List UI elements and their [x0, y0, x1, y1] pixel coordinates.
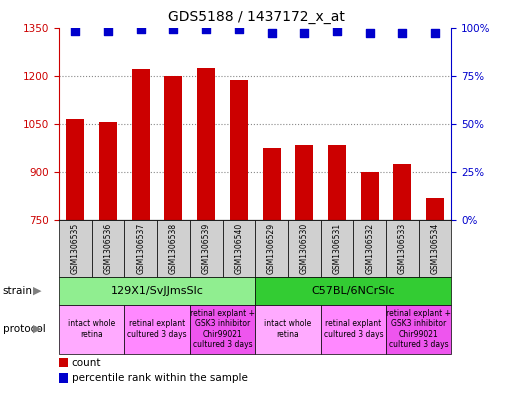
Point — [366, 30, 374, 37]
Point — [71, 28, 80, 35]
Point — [104, 28, 112, 35]
Point — [333, 28, 341, 35]
FancyBboxPatch shape — [124, 305, 190, 354]
Point — [300, 30, 308, 37]
Bar — [295, 145, 313, 220]
FancyBboxPatch shape — [419, 220, 451, 277]
Text: ▶: ▶ — [33, 324, 42, 334]
Text: GSM1306537: GSM1306537 — [136, 223, 145, 274]
Bar — [426, 198, 444, 220]
Point — [398, 30, 406, 37]
FancyBboxPatch shape — [223, 220, 255, 277]
FancyBboxPatch shape — [157, 220, 190, 277]
Bar — [263, 148, 281, 220]
Text: retinal explant +
GSK3 inhibitor
Chir99021
cultured 3 days: retinal explant + GSK3 inhibitor Chir990… — [386, 309, 451, 349]
Text: intact whole
retina: intact whole retina — [68, 320, 115, 339]
FancyBboxPatch shape — [92, 220, 124, 277]
Text: GSM1306530: GSM1306530 — [300, 223, 309, 274]
Text: retinal explant
cultured 3 days: retinal explant cultured 3 days — [324, 320, 383, 339]
Text: GSM1306533: GSM1306533 — [398, 223, 407, 274]
Text: ▶: ▶ — [33, 286, 42, 296]
Bar — [66, 119, 84, 220]
Text: GDS5188 / 1437172_x_at: GDS5188 / 1437172_x_at — [168, 10, 345, 24]
Text: retinal explant +
GSK3 inhibitor
Chir99021
cultured 3 days: retinal explant + GSK3 inhibitor Chir990… — [190, 309, 255, 349]
Text: percentile rank within the sample: percentile rank within the sample — [72, 373, 248, 384]
FancyBboxPatch shape — [190, 305, 255, 354]
Point — [202, 26, 210, 33]
Text: C57BL/6NCrSlc: C57BL/6NCrSlc — [311, 286, 395, 296]
Text: 129X1/SvJJmsSlc: 129X1/SvJJmsSlc — [111, 286, 204, 296]
FancyBboxPatch shape — [124, 220, 157, 277]
Point — [235, 26, 243, 33]
FancyBboxPatch shape — [353, 220, 386, 277]
FancyBboxPatch shape — [321, 305, 386, 354]
Bar — [99, 122, 117, 220]
Bar — [165, 75, 183, 220]
FancyBboxPatch shape — [321, 220, 353, 277]
Text: GSM1306539: GSM1306539 — [202, 223, 211, 274]
Bar — [230, 81, 248, 220]
Bar — [328, 145, 346, 220]
Bar — [361, 172, 379, 220]
Point — [431, 30, 439, 37]
FancyBboxPatch shape — [59, 305, 124, 354]
Text: strain: strain — [3, 286, 32, 296]
Bar — [393, 164, 411, 220]
FancyBboxPatch shape — [288, 220, 321, 277]
Text: protocol: protocol — [3, 324, 45, 334]
Bar — [132, 69, 150, 220]
Text: GSM1306529: GSM1306529 — [267, 223, 276, 274]
FancyBboxPatch shape — [255, 220, 288, 277]
Text: count: count — [72, 358, 102, 368]
Text: GSM1306536: GSM1306536 — [104, 223, 112, 274]
Text: GSM1306534: GSM1306534 — [430, 223, 440, 274]
Bar — [197, 68, 215, 220]
FancyBboxPatch shape — [386, 220, 419, 277]
Text: GSM1306535: GSM1306535 — [71, 223, 80, 274]
Text: GSM1306540: GSM1306540 — [234, 223, 243, 274]
Text: retinal explant
cultured 3 days: retinal explant cultured 3 days — [127, 320, 187, 339]
Text: GSM1306538: GSM1306538 — [169, 223, 178, 274]
FancyBboxPatch shape — [386, 305, 451, 354]
Point — [169, 26, 177, 33]
FancyBboxPatch shape — [59, 220, 92, 277]
Text: intact whole
retina: intact whole retina — [264, 320, 311, 339]
FancyBboxPatch shape — [255, 277, 451, 305]
Point — [136, 26, 145, 33]
Text: GSM1306531: GSM1306531 — [332, 223, 342, 274]
FancyBboxPatch shape — [255, 305, 321, 354]
FancyBboxPatch shape — [190, 220, 223, 277]
FancyBboxPatch shape — [59, 277, 255, 305]
Text: GSM1306532: GSM1306532 — [365, 223, 374, 274]
Point — [267, 30, 275, 37]
